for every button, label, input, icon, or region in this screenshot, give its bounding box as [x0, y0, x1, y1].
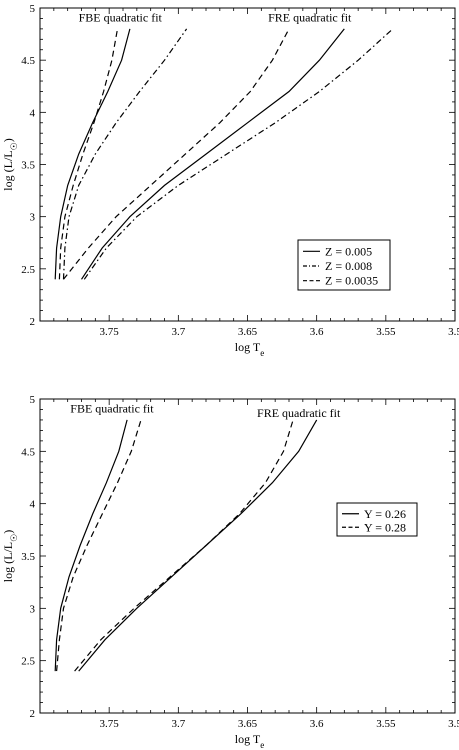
series-line-fre	[80, 28, 345, 280]
legend-entry: Y = 0.28	[364, 520, 406, 534]
x-axis-label: log Te	[235, 340, 264, 358]
y-axis-label: log (L/L☉)	[1, 138, 19, 190]
legend-entry: Z = 0.008	[325, 259, 372, 273]
x-tick-label: 3.6	[310, 718, 324, 730]
series-line-fbe	[58, 28, 119, 280]
y-tick-label: 2.5	[21, 656, 35, 668]
y-tick-label: 4	[30, 107, 36, 119]
x-axis-label: log Te	[235, 732, 264, 750]
legend-entry: Y = 0.26	[364, 507, 406, 521]
series-line-fre	[78, 419, 318, 672]
y-tick-label: 2	[30, 708, 36, 720]
annotation-fre: FRE quadratic fit	[257, 406, 341, 420]
series-z-0-0035	[58, 28, 290, 280]
panel-1: 3.75 3.7 3.65 3.6 3.55 3.5 2 2.5 3 3.5 4 4.5 5 log Te…	[1, 3, 459, 358]
series-z-0-008	[62, 28, 394, 280]
series-line-fre	[74, 419, 294, 672]
y-axis-label: log (L/L☉)	[1, 530, 19, 582]
series-line-fbe	[56, 419, 142, 672]
series-z-0-005	[54, 28, 345, 280]
y-tick-label: 4.5	[21, 55, 35, 67]
series-line-fre	[83, 28, 394, 280]
annotation-fbe: FBE quadratic fit	[79, 11, 163, 25]
x-tick-label: 3.65	[238, 718, 258, 730]
y-tick-label: 3.5	[21, 551, 35, 563]
x-tick-label: 3.55	[376, 326, 396, 338]
series-y-0-26	[54, 419, 318, 672]
legend-entry: Z = 0.005	[325, 244, 372, 258]
x-tick-label: 3.65	[238, 326, 258, 338]
x-tick-label: 3.5	[448, 326, 459, 338]
series-line-fbe	[54, 28, 131, 280]
y-tick-label: 2	[30, 316, 36, 328]
y-tick-label: 4	[30, 499, 36, 511]
x-tick-label: 3.75	[100, 718, 120, 730]
series-line-fre	[63, 28, 290, 280]
y-tick-label: 5	[30, 3, 36, 15]
y-tick-label: 3.5	[21, 160, 35, 172]
x-tick-label: 3.7	[171, 718, 185, 730]
y-tick-label: 2.5	[21, 264, 35, 276]
x-tick-label: 3.5	[448, 718, 459, 730]
y-tick-label: 5	[30, 394, 36, 406]
x-tick-label: 3.7	[171, 326, 185, 338]
y-tick-label: 3	[30, 603, 36, 615]
plot-frame	[39, 398, 456, 714]
series-y-0-28	[56, 419, 294, 672]
panel-2: 3.75 3.7 3.65 3.6 3.55 3.5 2 2.5 3 3.5 4 4.5 5 log Te…	[1, 394, 459, 750]
plot-frame	[39, 7, 456, 322]
legend-entry: Z = 0.0035	[325, 274, 378, 288]
y-tick-label: 4.5	[21, 446, 35, 458]
legend-box	[336, 502, 418, 537]
annotation-fre: FRE quadratic fit	[268, 11, 352, 25]
legend: Y = 0.26Y = 0.28	[336, 502, 418, 537]
annotation-fbe: FBE quadratic fit	[70, 402, 154, 416]
series-line-fbe	[62, 28, 188, 280]
x-tick-label: 3.75	[100, 326, 120, 338]
x-tick-label: 3.6	[310, 326, 324, 338]
series-line-fbe	[54, 419, 128, 672]
y-tick-label: 3	[30, 212, 36, 224]
legend-box	[297, 239, 391, 291]
x-tick-label: 3.55	[376, 718, 396, 730]
